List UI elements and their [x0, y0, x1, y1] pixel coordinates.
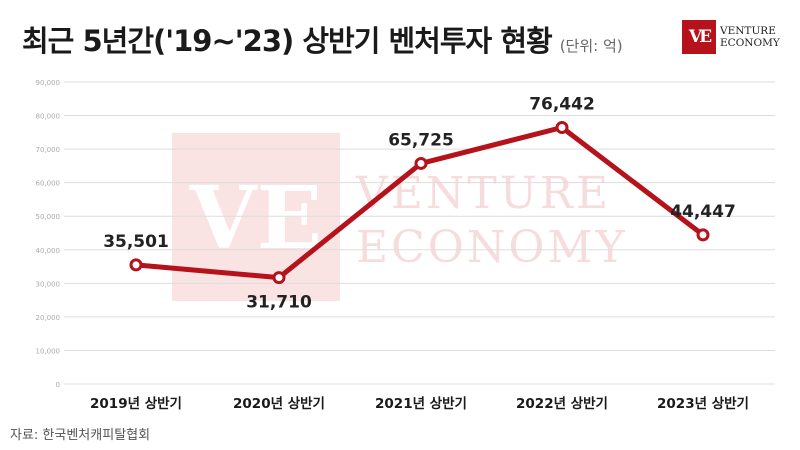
x-tick-label: 2021년 상반기 — [375, 395, 467, 412]
data-label: 35,501 — [103, 232, 169, 252]
y-tick-label: 20,000 — [36, 314, 61, 322]
y-tick-label: 50,000 — [36, 213, 61, 221]
logo-line-2: ECONOMY — [720, 37, 780, 49]
logo-line-1: VENTURE — [720, 25, 776, 37]
watermark-line-1: VENTURE — [355, 168, 611, 219]
source-note: 자료: 한국벤처캐피탈협회 — [10, 428, 151, 443]
data-point — [129, 258, 143, 272]
watermark-line-2: ECONOMY — [356, 222, 628, 273]
data-label: 65,725 — [388, 130, 454, 150]
data-point — [555, 120, 569, 134]
unit-label: (단위: 억) — [559, 37, 623, 55]
y-tick-label: 60,000 — [36, 180, 61, 188]
data-point — [272, 271, 286, 285]
data-label: 44,447 — [670, 202, 736, 222]
y-axis-ticks: 0 10,000 20,000 30,000 40,000 50,000 60,000 70,… — [36, 79, 61, 389]
watermark-mark: VE — [189, 168, 322, 269]
x-tick-label: 2020년 상반기 — [233, 395, 325, 412]
y-tick-label: 10,000 — [36, 347, 61, 355]
data-labels: 35,501 31,710 65,725 76,442 44,447 — [103, 94, 736, 312]
series-points — [129, 120, 710, 285]
y-tick-label: 0 — [56, 381, 60, 389]
x-tick-label: 2023년 상반기 — [657, 395, 749, 412]
y-tick-label: 80,000 — [36, 113, 61, 121]
x-axis-ticks: 2019년 상반기 2020년 상반기 2021년 상반기 2022년 상반기 2023… — [90, 395, 749, 412]
y-tick-label: 90,000 — [36, 79, 61, 87]
logo-mark: VE — [682, 20, 716, 54]
x-tick-label: 2019년 상반기 — [90, 395, 182, 412]
y-tick-label: 40,000 — [36, 247, 61, 255]
y-tick-label: 70,000 — [36, 146, 61, 154]
x-tick-label: 2022년 상반기 — [516, 395, 608, 412]
title-bar: 최근 5년간('19~'23) 상반기 벤처투자 현황 (단위: 억) — [22, 18, 623, 60]
logo-wordmark: VENTURE ECONOMY — [720, 25, 780, 49]
page-title: 최근 5년간('19~'23) 상반기 벤처투자 현황 — [22, 24, 553, 58]
grid — [64, 81, 775, 385]
brand-logo: VE VENTURE ECONOMY — [682, 20, 780, 54]
data-label: 31,710 — [246, 293, 312, 313]
y-tick-label: 30,000 — [36, 280, 61, 288]
data-point — [696, 228, 710, 242]
data-point — [414, 156, 428, 170]
data-label: 76,442 — [529, 94, 595, 114]
